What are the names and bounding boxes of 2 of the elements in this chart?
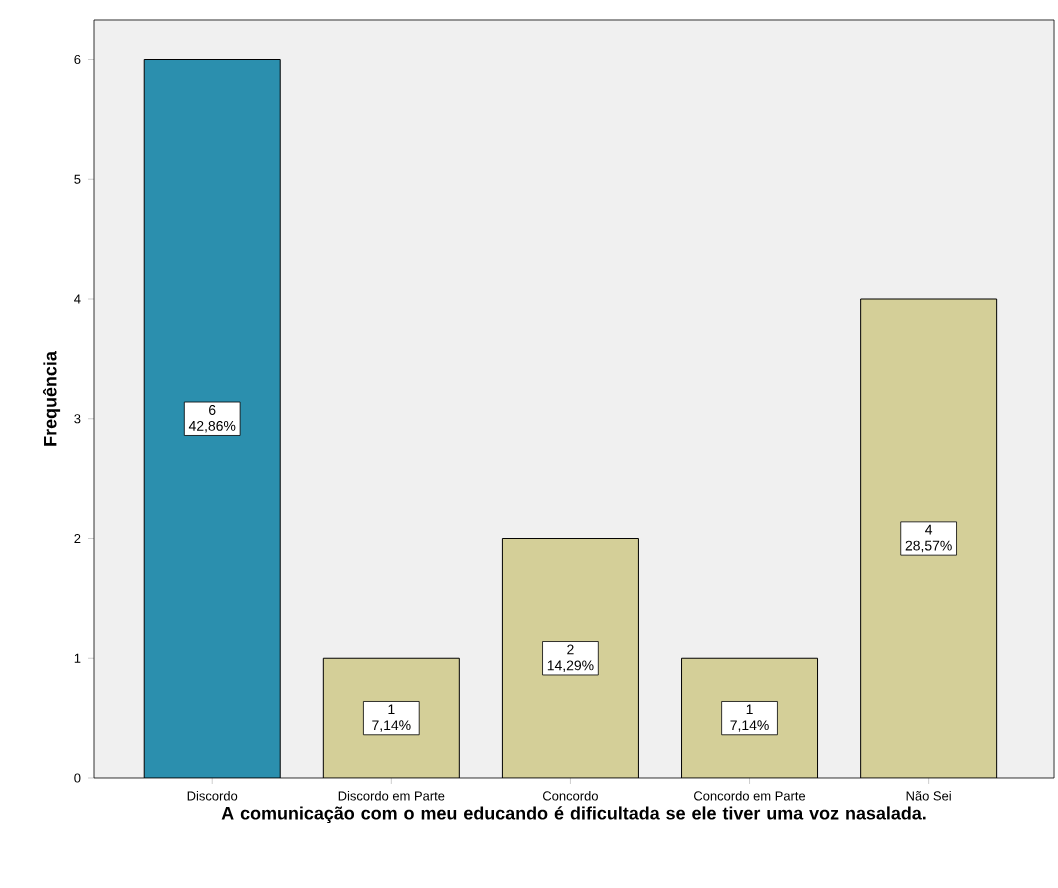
y-axis-title: Frequência — [42, 351, 61, 446]
x-axis-title: A comunicação com o meu educando é dificultada se ele tiver uma voz nasalada. — [221, 806, 926, 824]
